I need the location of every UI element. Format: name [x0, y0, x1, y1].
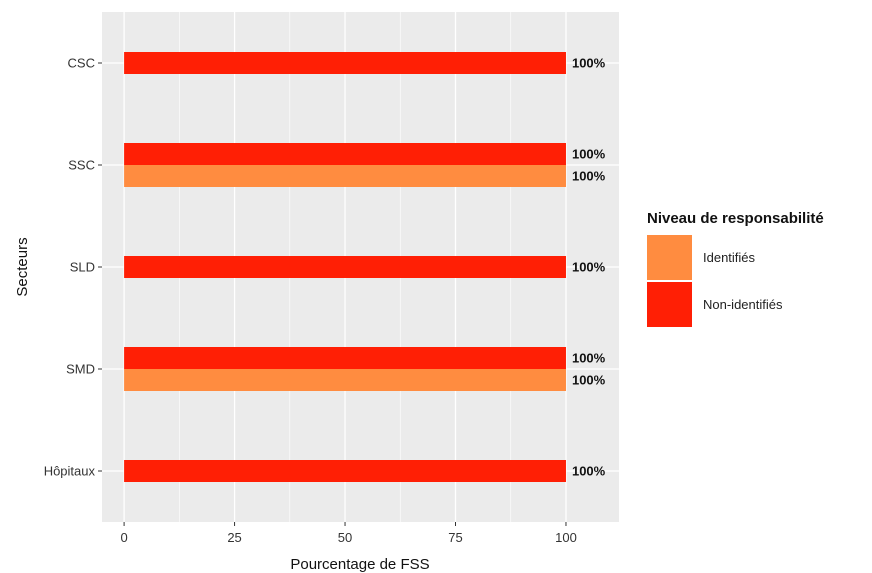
y-tick-label: CSC — [68, 56, 95, 71]
x-tick-label: 100 — [555, 530, 577, 545]
bar-sld-non-identifi-s — [124, 256, 566, 278]
x-tick-label: 0 — [120, 530, 127, 545]
data-label: 100% — [572, 169, 606, 184]
legend-swatch — [647, 235, 692, 280]
data-label: 100% — [572, 56, 606, 71]
data-labels-group: 100% 100% 100% 100% 100% 100% 100% — [572, 56, 606, 479]
data-label: 100% — [572, 147, 606, 162]
y-axis: CSC SSC SLD SMD Hôpitaux — [44, 56, 102, 479]
y-tick-label: Hôpitaux — [44, 464, 96, 479]
bar-ssc-identifi-s — [124, 165, 566, 187]
y-tick-label: SSC — [68, 158, 95, 173]
bars-group — [124, 52, 566, 482]
bar-h-pitaux-non-identifi-s — [124, 460, 566, 482]
legend-title: Niveau de responsabilité — [647, 210, 824, 227]
legend-swatch — [647, 282, 692, 327]
data-label: 100% — [572, 260, 606, 275]
y-axis-title: Secteurs — [14, 237, 31, 296]
x-axis: 0 25 50 75 100 — [120, 522, 577, 545]
data-label: 100% — [572, 464, 606, 479]
x-tick-label: 25 — [227, 530, 241, 545]
y-tick-label: SLD — [70, 260, 95, 275]
x-axis-title: Pourcentage de FSS — [290, 556, 429, 573]
x-tick-label: 75 — [448, 530, 462, 545]
bar-ssc-non-identifi-s — [124, 143, 566, 165]
bar-smd-non-identifi-s — [124, 347, 566, 369]
y-tick-label: SMD — [66, 362, 95, 377]
x-tick-label: 50 — [338, 530, 352, 545]
data-label: 100% — [572, 351, 606, 366]
legend-label: Identifiés — [703, 250, 756, 265]
bar-csc-non-identifi-s — [124, 52, 566, 74]
bar-smd-identifi-s — [124, 369, 566, 391]
legend-label: Non-identifiés — [703, 297, 783, 312]
data-label: 100% — [572, 373, 606, 388]
legend: Niveau de responsabilité Identifiés Non-i… — [647, 210, 824, 327]
